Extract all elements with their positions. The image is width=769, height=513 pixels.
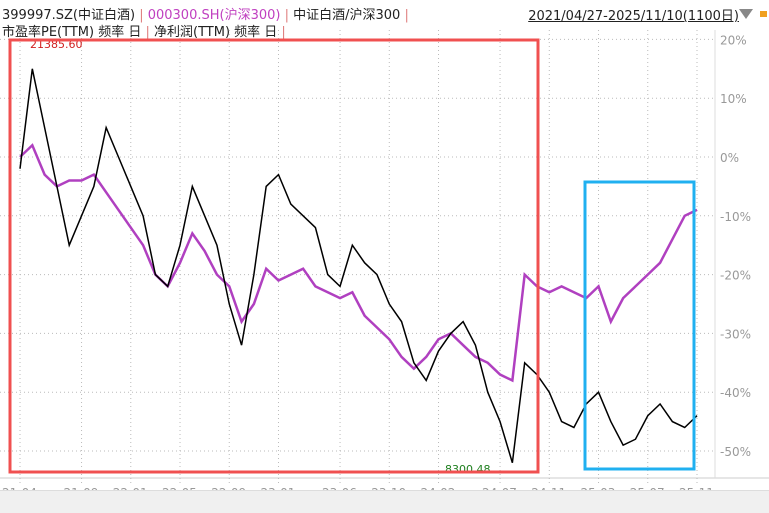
red-highlight-box: [8, 38, 540, 474]
y-tick-label: -50%: [720, 445, 751, 459]
x-tick-label: 24-11: [531, 486, 566, 490]
x-tick-label: 22-01: [113, 486, 148, 490]
legend-series-hs300[interactable]: 000300.SH(沪深300): [147, 8, 281, 23]
legend-pe[interactable]: 市盈率PE(TTM) 频率 日: [2, 25, 142, 40]
blue-highlight-box: [583, 180, 696, 471]
x-tick-label: 21-04: [2, 486, 37, 490]
y-tick-label: -30%: [720, 327, 751, 341]
legend-line-1: 399997.SZ(中证白酒) | 000300.SH(沪深300) | 中证白…: [2, 8, 409, 23]
x-tick-label: 23-10: [371, 486, 406, 490]
x-tick-label: 24-02: [421, 486, 456, 490]
bottom-bar: [0, 490, 769, 513]
y-tick-label: -40%: [720, 386, 751, 400]
chart: 20% 10% 0% -10% -20% -30% -40% -50% 21-04 21-09 22…: [0, 30, 769, 490]
y-tick-label: 0%: [720, 151, 739, 165]
legend-line-2: 市盈率PE(TTM) 频率 日 | 净利润(TTM) 频率 日 |: [2, 25, 286, 40]
y-tick-label: -10%: [720, 210, 751, 224]
info-badge-icon[interactable]: [760, 11, 767, 17]
legend-series-baijiu[interactable]: 399997.SZ(中证白酒): [2, 8, 136, 23]
x-tick-label: 25-11: [679, 486, 714, 490]
dropdown-triangle-icon[interactable]: [739, 9, 753, 19]
x-tick-label: 21-09: [64, 486, 99, 490]
x-tick-label: 23-06: [322, 486, 357, 490]
y-tick-label: 10%: [720, 92, 747, 106]
x-tick-label: 23-01: [260, 486, 295, 490]
y-tick-label: 20%: [720, 33, 747, 47]
x-tick-label: 22-09: [211, 486, 246, 490]
series-line-baijiu: [19, 68, 698, 463]
x-tick-label: 24-07: [482, 486, 517, 490]
x-tick-label: 25-03: [581, 486, 616, 490]
min-annotation: 8300.48: [445, 463, 491, 476]
date-range-selector[interactable]: 2021/04/27-2025/11/10(1100日): [528, 9, 739, 24]
x-tick-label: 25-07: [630, 486, 665, 490]
y-tick-label: -20%: [720, 269, 751, 283]
x-tick-label: 22-05: [162, 486, 197, 490]
legend-net-profit[interactable]: 净利润(TTM) 频率 日: [154, 25, 278, 40]
legend-series-ratio[interactable]: 中证白酒/沪深300: [293, 8, 401, 23]
